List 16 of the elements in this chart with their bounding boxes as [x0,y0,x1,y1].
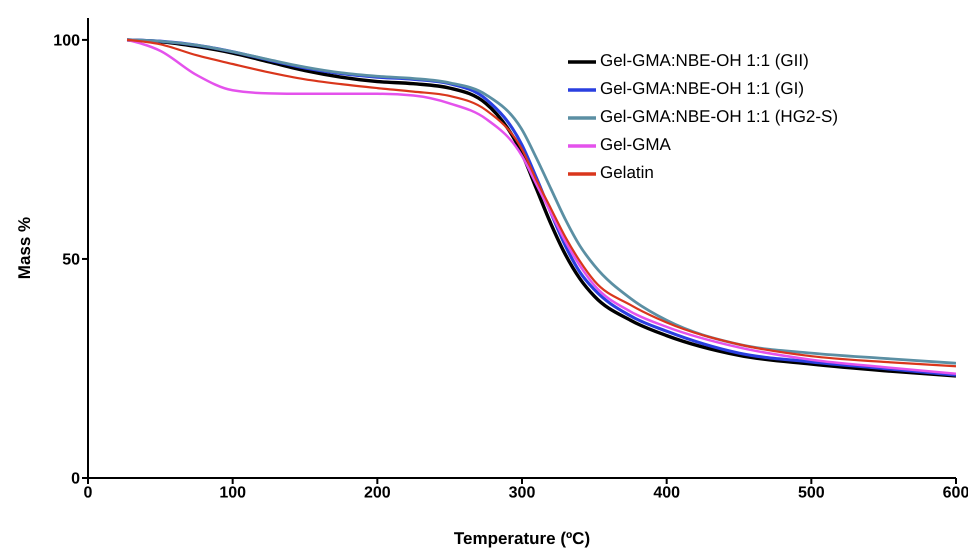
x-tick-label: 500 [798,484,825,502]
legend-label: Gel-GMA:NBE-OH 1:1 (GII) [600,51,809,70]
legend-label: Gel-GMA:NBE-OH 1:1 (HG2-S) [600,107,838,126]
legend-label: Gel-GMA:NBE-OH 1:1 (GI) [600,79,804,98]
y-tick-label: 0 [71,470,80,488]
legend-label: Gel-GMA [600,135,671,154]
x-axis-title: Temperature (ºC) [454,529,590,548]
y-tick-label: 50 [62,252,80,269]
legend-label: Gelatin [600,163,654,182]
x-tick-label: 400 [653,484,680,502]
x-tick-label: 200 [364,484,391,502]
x-tick-label: 0 [84,484,93,502]
y-tick-label: 100 [53,32,80,50]
y-axis-title: Mass % [15,216,34,280]
x-tick-label: 300 [508,484,536,502]
x-tick-label: 100 [219,484,246,502]
